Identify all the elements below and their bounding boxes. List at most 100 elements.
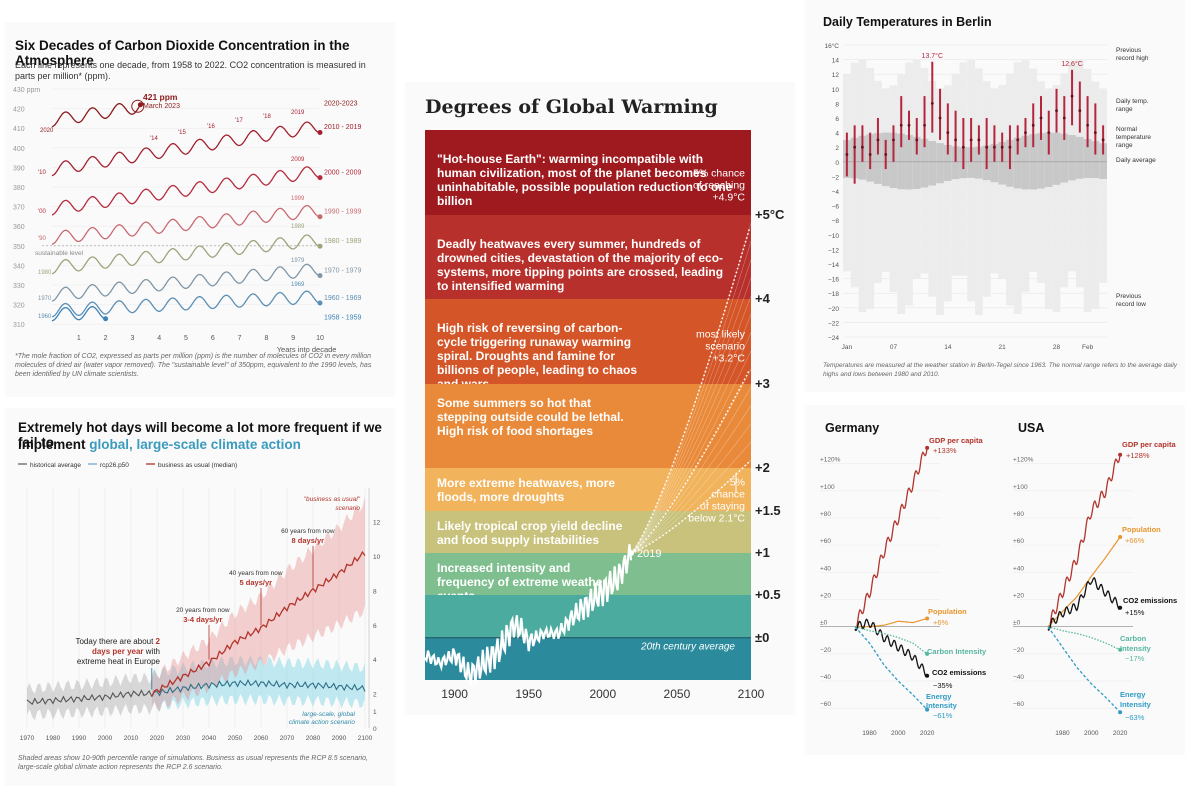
gdp-xtick: 2000 (1084, 730, 1099, 737)
gdp-series-end (925, 616, 930, 621)
co2-series-label: 1960 - 1969 (324, 295, 361, 302)
gdp-series-line (1047, 626, 1121, 713)
hot-ytick: 2 (373, 692, 377, 699)
hot-note: Shaded areas show 10-90th percentile ran… (18, 755, 368, 771)
berlin-normal-range (1037, 133, 1045, 189)
gw-ann-likely: scenario (705, 340, 745, 352)
gdp-chart: +120% +100 +80 +60 +40 +20 ±0 −20 −40 −60 1980 2000… (820, 436, 1177, 737)
co2-year-label: '16 (207, 124, 215, 130)
berlin-ytick: 2 (835, 145, 839, 152)
berlin-day-mean (876, 138, 880, 142)
berlin-record-range (943, 85, 952, 302)
gdp-de-pop-label: Population (928, 607, 967, 616)
berlin-normal-range (874, 133, 882, 184)
berlin-day-mean (868, 153, 872, 156)
co2-year-label: '18 (263, 114, 271, 120)
co2-ytick: 360 (13, 224, 25, 231)
gdp-xtick: 2000 (891, 730, 906, 737)
co2-xlabel: Years into decade (277, 345, 337, 354)
gw-fan-line (630, 241, 752, 554)
gw-level-label: +1 (755, 545, 770, 561)
hot-line-bau (151, 550, 366, 697)
gdp-xtick: 2020 (920, 730, 935, 737)
co2-peak-value: 421 ppm (143, 92, 178, 102)
gdp-title-de: Germany (825, 421, 880, 435)
berlin-ytick: 16°C (824, 42, 839, 50)
gdp-us-gdp-label: GDP per capita (1122, 440, 1176, 449)
berlin-normal-range (1044, 132, 1053, 187)
co2-ytick: 410 (13, 126, 25, 133)
gw-2019-dot (627, 550, 634, 557)
berlin-xtick: Jan (842, 344, 853, 351)
berlin-day-mean (1024, 131, 1027, 135)
co2-year-label: 1980 (38, 270, 52, 276)
gdp-series-end (1118, 452, 1123, 457)
co2-series-end (137, 102, 143, 108)
co2-note: *The mole fraction of CO2, expressed as … (15, 353, 372, 378)
berlin-record-range (1006, 73, 1014, 306)
hot-band-rcp26 (151, 654, 365, 712)
berlin-day-mean (845, 153, 849, 156)
co2-series-label: 2000 - 2009 (324, 169, 361, 176)
gw-observed-line (424, 544, 633, 687)
co2-xtick: 4 (157, 335, 161, 342)
gw-ann-low: 5% (730, 476, 745, 488)
berlin-ytick: 10 (832, 87, 840, 94)
berlin-xtick: 21 (999, 344, 1007, 351)
gdp-us-ei-2: Intensity (1120, 700, 1152, 709)
gdp-series-line (1047, 536, 1121, 628)
gw-band-text: Deadly heatwaves every summer, hundreds … (437, 236, 724, 293)
gdp-series-line (1047, 576, 1121, 631)
gw-band (425, 299, 751, 384)
berlin-day-mean (1016, 138, 1020, 142)
berlin-legend-label: record high (1116, 55, 1149, 62)
berlin-legend-label: Daily temp. (1116, 98, 1149, 105)
berlin-day-mean (1047, 131, 1051, 135)
berlin-ytick: −20 (828, 306, 839, 313)
co2-xtick: 3 (130, 335, 134, 342)
berlin-legend-label: temperature (1116, 134, 1151, 141)
co2-year-label: 2019 (291, 110, 305, 116)
gdp-series-end (1118, 534, 1123, 539)
gw-avg-label: 20th century average (640, 642, 735, 653)
berlin-day-mean (899, 123, 903, 127)
co2-ytick: 380 (13, 185, 25, 192)
gw-fan-line (630, 386, 752, 554)
gdp-de-gdp-value: +133% (933, 446, 957, 455)
berlin-record-range (967, 60, 975, 302)
co2-year-label: '14 (150, 136, 158, 142)
co2-xtick: 6 (211, 335, 215, 342)
berlin-day-mean (930, 102, 934, 105)
berlin-panel: Daily Temperatures in Berlin 16°C 14 12 10 8… (805, 0, 1185, 392)
berlin-record-range (866, 67, 875, 310)
berlin-legend-label: Previous (1116, 47, 1142, 54)
gdp-ytick: −60 (820, 701, 831, 708)
berlin-day-mean (993, 145, 996, 149)
gw-level-label: +1.5 (755, 502, 781, 518)
co2-sustainable-label: sustainable level (35, 250, 84, 257)
berlin-ytick: 4 (835, 131, 839, 138)
gdp-ytick: +20 (1013, 592, 1024, 599)
gw-ann-5pct: 5% chance (693, 168, 745, 180)
berlin-ytick: −16 (828, 277, 839, 284)
co2-ytick: 350 (13, 244, 25, 251)
gw-band (425, 553, 751, 596)
hot-ann-bau-1: "business as usual" (304, 496, 361, 503)
gdp-xtick: 2020 (1113, 730, 1128, 737)
gw-level-label: +0.5 (755, 587, 781, 603)
gdp-us-ci-value: −17% (1125, 654, 1145, 663)
gdp-us-gdp-value: +128% (1126, 451, 1150, 460)
berlin-normal-range (1052, 132, 1061, 185)
berlin-normal-range (1013, 137, 1022, 189)
berlin-normal-range (1099, 143, 1107, 179)
berlin-day-mean (1078, 109, 1082, 113)
gdp-ytick: +80 (820, 511, 831, 518)
gdp-ytick: +120% (820, 457, 841, 464)
hot-ann-today-line1: Today there are about 2 (75, 637, 160, 646)
co2-year-label: '10 (38, 170, 46, 176)
berlin-day-mean (1101, 138, 1105, 142)
co2-series-label: 1990 - 1999 (324, 209, 361, 216)
berlin-legend-label: Daily average (1116, 157, 1156, 164)
gdp-ytick: +60 (820, 538, 831, 545)
